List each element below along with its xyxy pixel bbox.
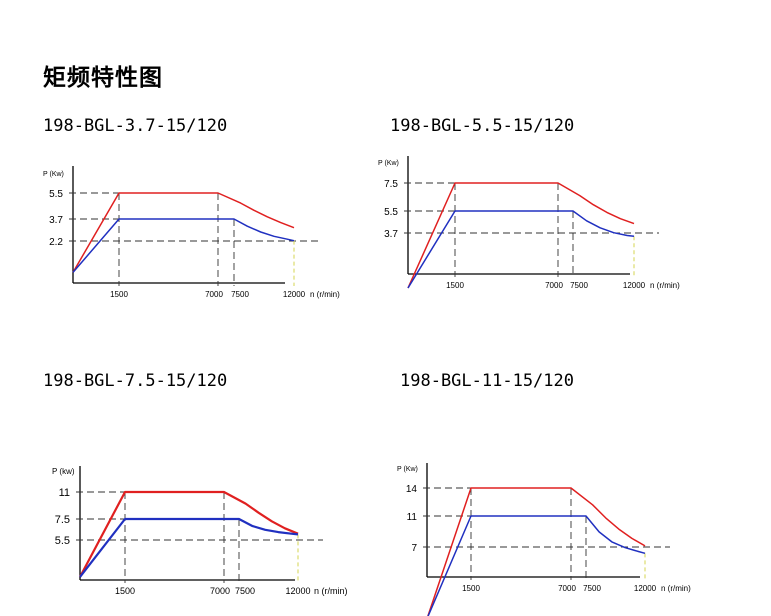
y-tick-label: 5.5 [384,207,398,218]
x-tick-label: 1500 [110,290,128,299]
model-label-2: 198-BGL-5.5-15/120 [390,116,575,136]
series-line-upper [79,490,299,578]
y-tick-label: 5.5 [49,189,63,200]
x-tick-label: 1500 [462,584,480,593]
series-line-upper [72,192,295,273]
x-tick-label: 7000 [545,281,563,290]
y-tick-label: 7.5 [55,514,70,526]
series-line-lower [407,210,635,289]
x-tick-label: 12000 [623,281,646,290]
y-axis-label: P (Kw) [43,171,64,178]
x-tick-label: 7500 [235,586,255,596]
y-tick-label: 3.7 [384,229,398,240]
y-tick-label: 2.2 [49,237,63,248]
x-tick-label: 1500 [115,586,135,596]
y-axis-label: P (Kw) [397,466,418,473]
page-title: 矩频特性图 [43,65,163,91]
series-line-lower [72,218,295,273]
x-tick-label: 7000 [210,586,230,596]
y-tick-label: 7 [411,543,417,554]
x-tick-label: 7500 [583,584,601,593]
y-tick-label: 7.5 [384,179,398,190]
model-label-4: 198-BGL-11-15/120 [400,371,574,391]
series-line-lower [427,515,646,616]
model-label-3: 198-BGL-7.5-15/120 [43,371,228,391]
x-axis-label: n (r/min) [314,586,348,596]
x-tick-label: 1500 [446,281,464,290]
model-label-1: 198-BGL-3.7-15/120 [43,116,228,136]
x-tick-label: 7500 [570,281,588,290]
series-line-upper [407,182,635,289]
y-axis-label: P (Kw) [378,160,399,167]
x-tick-label: 12000 [283,290,306,299]
x-axis-label: n (r/min) [310,290,340,299]
y-tick-label: 14 [406,484,418,495]
y-tick-label: 3.7 [49,215,63,226]
series-line-upper [427,487,646,616]
x-tick-label: 12000 [285,586,310,596]
x-tick-label: 7500 [231,290,249,299]
y-axis-label: P (kw) [52,467,75,476]
x-tick-label: 7000 [558,584,576,593]
x-axis-label: n (r/min) [661,584,691,593]
y-tick-label: 5.5 [55,535,70,547]
x-tick-label: 7000 [205,290,223,299]
x-axis-label: n (r/min) [650,281,680,290]
y-tick-label: 11 [407,512,418,523]
series-line-lower [79,517,299,578]
y-tick-label: 11 [59,487,70,499]
x-tick-label: 12000 [634,584,657,593]
